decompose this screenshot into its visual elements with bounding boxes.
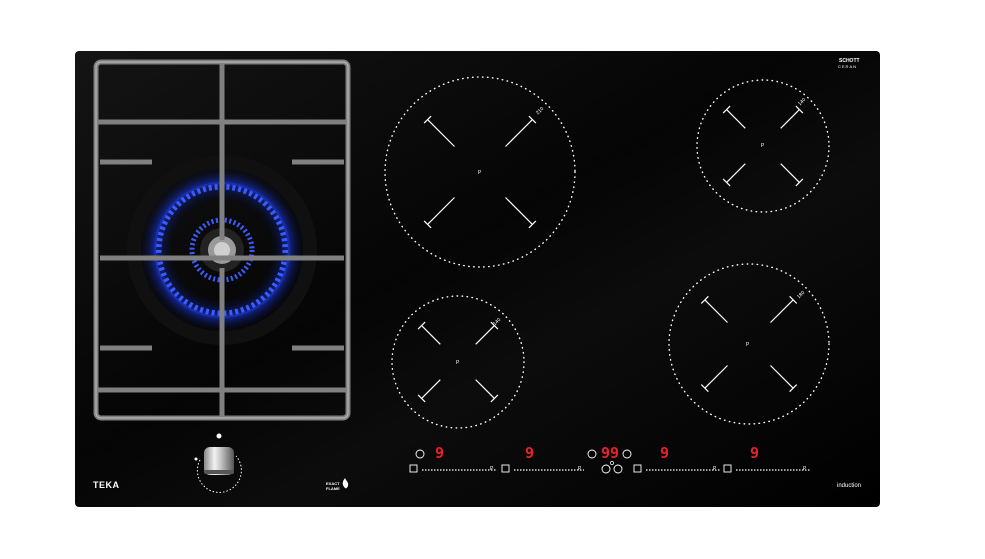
zone-guide-mark xyxy=(780,109,800,129)
zone-display-2: 9 xyxy=(525,444,535,462)
brand-logo-text: TEKA xyxy=(93,480,120,490)
slider-end-label-3: P xyxy=(713,466,717,472)
zone-display-1: 9 xyxy=(435,444,445,462)
zone-center-mark: P xyxy=(456,360,460,366)
zone-guide-tick xyxy=(423,115,432,124)
touch-control-bar xyxy=(409,449,810,474)
zone-guide-tick xyxy=(722,178,731,187)
zone-guide-tick xyxy=(722,105,731,114)
zone-guide-tick xyxy=(417,394,426,403)
timer-icon[interactable] xyxy=(622,449,632,459)
zone-select-button-3[interactable] xyxy=(633,464,642,473)
zone-dotted-ring xyxy=(696,79,830,213)
power-on-icon[interactable] xyxy=(415,449,425,459)
zone-center-mark: P xyxy=(761,143,765,149)
zone-guide-tick xyxy=(789,384,798,393)
induction-label: induction xyxy=(837,483,862,489)
zone-dotted-ring xyxy=(668,263,830,425)
zone-guide-tick xyxy=(417,321,426,330)
induction-zone-front-right xyxy=(668,263,830,425)
zone-guide-mark xyxy=(726,109,746,129)
zone-center-mark: P xyxy=(746,342,750,348)
minus-icon[interactable] xyxy=(601,464,611,474)
zone-guide-mark xyxy=(475,325,495,345)
zone-guide-tick xyxy=(795,105,804,114)
glass-brand-line2: CERAN xyxy=(838,64,858,69)
zone-guide-mark xyxy=(505,197,533,225)
zone-guide-mark xyxy=(770,365,794,389)
plus-icon[interactable] xyxy=(613,464,623,474)
zone-guide-mark xyxy=(726,163,746,183)
slider-end-label-4: P xyxy=(803,466,807,472)
lock-icon[interactable] xyxy=(587,449,597,459)
zone-guide-tick xyxy=(700,295,709,304)
zone-display-4: 9 xyxy=(750,444,760,462)
zone-guide-tick xyxy=(795,178,804,187)
exact-flame-line2: FLAME xyxy=(326,486,340,491)
slider-end-label-2: P xyxy=(578,466,582,472)
zone-display-3: 9 xyxy=(660,444,670,462)
zone-guide-tick xyxy=(789,295,798,304)
zone-guide-mark xyxy=(505,119,533,147)
zone-dotted-ring xyxy=(384,76,576,268)
zone-guide-tick xyxy=(528,115,537,124)
zone-guide-mark xyxy=(704,299,728,323)
zone-select-button-1[interactable] xyxy=(409,464,418,473)
zone-guide-tick xyxy=(700,384,709,393)
gas-control-knob[interactable] xyxy=(194,433,242,493)
zone-select-button-2[interactable] xyxy=(501,464,510,473)
zone-guide-tick xyxy=(490,321,499,330)
zone-guide-tick xyxy=(490,394,499,403)
zone-guide-mark xyxy=(427,197,455,225)
exact-flame-line1: EXACT xyxy=(326,481,340,486)
induction-zone-front-left xyxy=(384,76,576,268)
zone-guide-mark xyxy=(421,325,441,345)
induction-zone-rear-left xyxy=(391,295,525,429)
induction-zones xyxy=(384,76,830,429)
zone-dotted-ring xyxy=(391,295,525,429)
zone-guide-tick xyxy=(528,220,537,229)
timer-display: 99 xyxy=(601,444,620,462)
timer-dot-icon xyxy=(610,461,614,465)
zone-guide-mark xyxy=(421,379,441,399)
zone-guide-mark xyxy=(427,119,455,147)
zone-guide-mark xyxy=(704,365,728,389)
slider-end-label-1: P xyxy=(490,466,494,472)
zone-guide-mark xyxy=(780,163,800,183)
zone-guide-mark xyxy=(475,379,495,399)
zone-guide-mark xyxy=(770,299,794,323)
zone-guide-tick xyxy=(423,220,432,229)
flame-icon xyxy=(342,478,349,489)
zone-select-button-4[interactable] xyxy=(723,464,732,473)
zone-center-mark: P xyxy=(478,170,482,176)
induction-zone-rear-right xyxy=(696,79,830,213)
glass-brand-line1: SCHOTT xyxy=(839,58,860,64)
glass-panel xyxy=(75,51,880,507)
